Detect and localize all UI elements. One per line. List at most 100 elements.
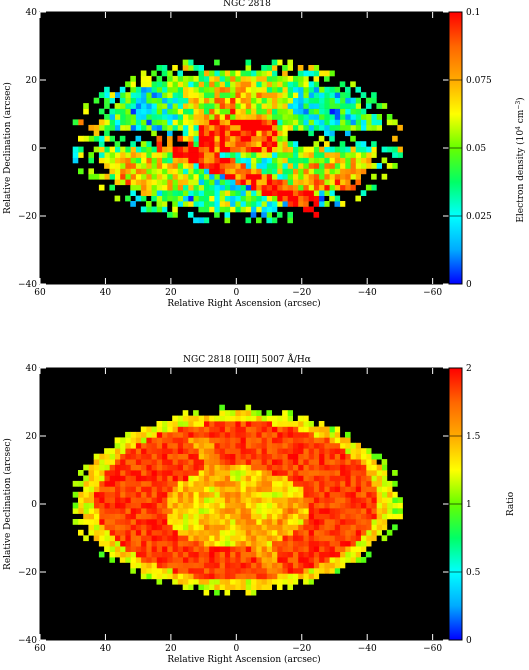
heatmap-cell	[161, 502, 168, 509]
heatmap-cell	[198, 431, 204, 438]
heatmap-cell	[187, 491, 194, 498]
heatmap-cell	[271, 108, 278, 115]
heatmap-cell	[256, 195, 262, 202]
heatmap-cell	[245, 108, 252, 115]
heatmap-cell	[198, 464, 204, 471]
heatmap-cell	[235, 529, 241, 536]
heatmap-cell	[208, 173, 215, 180]
heatmap-cell	[229, 146, 236, 153]
heatmap-cell	[235, 508, 241, 514]
heatmap-cell	[235, 86, 241, 93]
heatmap-cell	[177, 442, 183, 449]
heatmap-cell	[345, 103, 351, 109]
y-tick-label: 20	[26, 76, 38, 86]
heatmap-cell	[229, 448, 236, 454]
heatmap-cell	[208, 130, 215, 137]
heatmap-cell	[156, 529, 163, 536]
heatmap-cell	[355, 513, 361, 520]
heatmap-cell	[125, 163, 131, 169]
heatmap-cell	[297, 442, 304, 449]
heatmap-cell	[297, 491, 304, 498]
heatmap-cell	[308, 173, 314, 180]
heatmap-cell	[240, 86, 246, 93]
heatmap-cell	[135, 442, 142, 449]
heatmap-cell	[261, 70, 267, 77]
heatmap-cell	[303, 179, 309, 186]
heatmap-cell	[182, 119, 189, 126]
heatmap-cell	[339, 513, 346, 520]
heatmap-cell	[198, 168, 204, 175]
heatmap-cell	[240, 157, 246, 164]
heatmap-cell	[365, 551, 372, 558]
heatmap-cell	[261, 135, 267, 142]
heatmap-cell	[261, 524, 267, 531]
heatmap-cell	[334, 535, 341, 542]
heatmap-cell	[203, 124, 210, 131]
heatmap-cell	[318, 453, 325, 460]
heatmap-cell	[167, 448, 173, 454]
heatmap-cell	[339, 81, 346, 88]
heatmap-cell	[198, 508, 204, 514]
heatmap-cell	[292, 519, 299, 525]
heatmap-cell	[386, 480, 393, 487]
heatmap-cell	[329, 86, 335, 93]
heatmap-cell	[365, 540, 372, 547]
heatmap-cell	[308, 163, 314, 169]
heatmap-cell	[250, 508, 257, 514]
heatmap-cell	[187, 431, 194, 438]
heatmap-cell	[177, 163, 183, 169]
heatmap-cell	[245, 146, 252, 153]
heatmap-cell	[266, 217, 272, 224]
heatmap-cell	[198, 524, 204, 531]
heatmap-cell	[261, 535, 267, 542]
heatmap-cell	[256, 135, 262, 142]
heatmap-cell	[187, 195, 194, 202]
heatmap-cell	[386, 486, 393, 493]
heatmap-cell	[83, 475, 89, 482]
heatmap-cell	[376, 491, 382, 498]
heatmap-cell	[329, 540, 335, 547]
heatmap-cell	[266, 475, 272, 482]
heatmap-cell	[245, 135, 252, 142]
heatmap-cell	[276, 124, 283, 131]
heatmap-cell	[350, 114, 356, 120]
heatmap-cell	[297, 146, 304, 153]
heatmap-cell	[313, 163, 320, 169]
heatmap-cell	[224, 546, 231, 552]
heatmap-cell	[287, 415, 293, 422]
x-tick-label: 20	[165, 644, 177, 654]
heatmap-cell	[104, 119, 110, 126]
heatmap-cell	[219, 146, 225, 153]
heatmap-cell	[329, 70, 335, 77]
heatmap-cell	[198, 426, 204, 433]
heatmap-cell	[229, 141, 236, 147]
heatmap-cell	[345, 119, 351, 126]
heatmap-cell	[245, 459, 252, 465]
heatmap-cell	[114, 442, 121, 449]
heatmap-cell	[219, 453, 225, 460]
heatmap-cell	[182, 584, 189, 590]
heatmap-cell	[156, 108, 163, 115]
heatmap-cell	[240, 551, 246, 558]
heatmap-cell	[172, 437, 178, 444]
heatmap-cell	[261, 152, 267, 158]
heatmap-cell	[219, 551, 225, 558]
heatmap-cell	[266, 141, 272, 147]
heatmap-cell	[350, 540, 356, 547]
heatmap-cell	[187, 190, 194, 196]
heatmap-cell	[334, 519, 341, 525]
heatmap-cell	[208, 480, 215, 487]
heatmap-cell	[224, 130, 231, 137]
heatmap-cell	[182, 486, 189, 493]
heatmap-cell	[151, 557, 157, 563]
heatmap-cell	[235, 551, 241, 558]
heatmap-cell	[104, 459, 110, 465]
heatmap-cell	[282, 103, 288, 109]
heatmap-cell	[104, 529, 110, 536]
heatmap-cell	[266, 540, 272, 547]
heatmap-cell	[214, 168, 220, 175]
heatmap-cell	[130, 540, 136, 547]
heatmap-cell	[203, 589, 210, 596]
heatmap-cell	[78, 497, 84, 503]
heatmap-cell	[297, 470, 304, 476]
